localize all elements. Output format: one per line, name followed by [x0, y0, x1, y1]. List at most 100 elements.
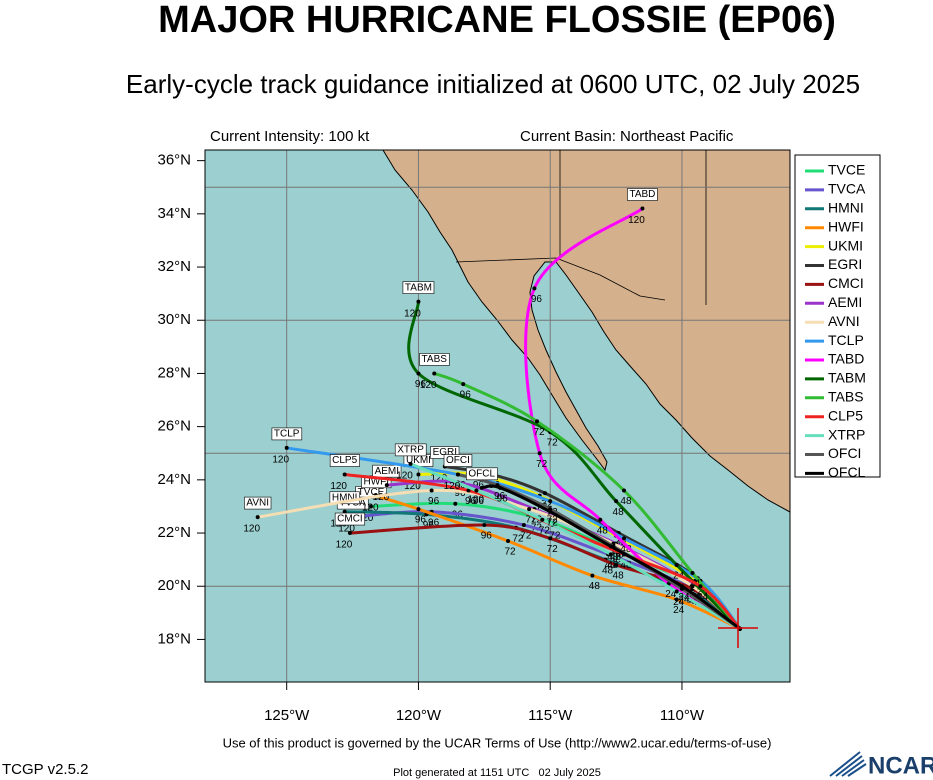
legend-label: OFCL	[828, 464, 866, 480]
y-tick-label: 20°N	[157, 577, 191, 594]
hour-label: 96	[465, 496, 477, 507]
legend-label: TVCA	[828, 181, 866, 197]
track-label: TABD	[629, 189, 655, 200]
track-point	[416, 472, 421, 477]
hour-label: 48	[615, 539, 627, 550]
legend-label: TVCE	[828, 162, 865, 178]
legend-label: CLP5	[828, 407, 863, 423]
logo: NCAR	[868, 752, 933, 779]
track-label: AVNI	[246, 498, 269, 509]
y-tick-label: 26°N	[157, 418, 191, 435]
intensity: Current Intensity: 100 kt	[210, 128, 370, 145]
track-point	[537, 451, 542, 456]
track-point	[255, 515, 260, 520]
track-point	[640, 206, 645, 211]
hour-label: 48	[620, 496, 632, 507]
track-label: AEMI	[375, 466, 399, 477]
hour-label: 96	[454, 488, 466, 499]
hour-label: 24	[673, 605, 685, 616]
y-tick-label: 18°N	[157, 630, 191, 647]
track-point	[542, 491, 547, 496]
track-label-box	[271, 427, 303, 441]
track-label-box	[394, 443, 427, 457]
track-label: TCLP	[274, 429, 300, 440]
track-point	[416, 299, 421, 304]
hour-label: 96	[428, 517, 440, 528]
track-point	[540, 517, 545, 522]
track-label: CLP5	[332, 455, 357, 466]
hour-label: 72	[547, 517, 559, 528]
track-point	[482, 523, 487, 528]
track-point	[416, 371, 421, 376]
track-point	[608, 552, 613, 557]
track-label: CMCI	[337, 514, 363, 525]
x-tick-label: 125°W	[264, 707, 310, 724]
hour-label: 120	[467, 494, 484, 505]
track-point	[598, 517, 603, 522]
hour-label: 120	[362, 502, 379, 513]
legend-label: TABS	[828, 389, 864, 405]
storm-position	[718, 608, 758, 648]
track-point	[432, 371, 437, 376]
track-label: TABS	[422, 354, 448, 365]
track-label: HWFI	[364, 476, 390, 487]
hour-label: 120	[338, 524, 355, 535]
logo-mark	[829, 751, 867, 777]
track-label-box	[627, 188, 658, 201]
hour-label: 72	[547, 544, 559, 555]
title: MAJOR HURRICANE FLOSSIE (EP06)	[158, 0, 836, 41]
subtitle: Early-cycle track guidance initialized a…	[126, 69, 860, 99]
hour-label: 96	[428, 496, 440, 507]
hour-label: 96	[415, 515, 427, 526]
track-point	[384, 483, 389, 488]
track-point	[342, 472, 347, 477]
hour-label: 96	[494, 491, 506, 502]
hour-label: 120	[330, 481, 347, 492]
legend-label: XTRP	[828, 426, 865, 442]
track-label-box	[466, 467, 498, 481]
hour-label: 72	[536, 459, 548, 470]
hour-label: 120	[357, 513, 374, 524]
hour-label: 72	[512, 533, 524, 544]
hour-label: 48	[610, 549, 622, 560]
track-label: HMNI	[332, 492, 358, 503]
hour-label: 72	[504, 547, 516, 558]
track-point	[674, 597, 679, 602]
track-point	[590, 573, 595, 578]
x-tick-label: 115°W	[528, 707, 573, 724]
legend-label: HMNI	[828, 200, 864, 216]
track-label-box	[334, 512, 366, 526]
hour-label: 48	[610, 552, 622, 563]
borders	[455, 150, 707, 305]
map	[205, 150, 790, 682]
track-label: TVCE	[358, 487, 385, 498]
track-point	[548, 509, 553, 514]
hour-label: 96	[454, 480, 466, 491]
y-tick-label: 22°N	[157, 524, 191, 541]
hour-label: 96	[481, 531, 493, 542]
track-point	[698, 584, 703, 589]
hour-label: 48	[607, 552, 619, 563]
hour-label: 96	[473, 496, 485, 507]
hour-label: 120	[430, 473, 447, 484]
track-label: TABM	[405, 282, 432, 293]
hour-label: 24	[665, 589, 677, 600]
hour-label: 24	[697, 592, 709, 603]
track-point	[506, 539, 511, 544]
hour-label: 72	[541, 499, 553, 510]
track-point	[674, 562, 679, 567]
plot-frame	[204, 149, 791, 683]
hour-label: 72	[526, 515, 538, 526]
track-point	[466, 488, 471, 493]
track-label-box	[244, 496, 272, 510]
track-point	[521, 523, 526, 528]
legend-label: TABD	[828, 351, 864, 367]
terms: Use of this product is governed by the U…	[223, 735, 772, 750]
y-tick-label: 34°N	[157, 205, 191, 222]
hour-label: 96	[473, 480, 485, 491]
track-point	[369, 504, 374, 509]
y-tick-label: 36°N	[157, 152, 191, 169]
hour-label: 120	[404, 481, 421, 492]
legend-label: UKMI	[828, 237, 863, 253]
track-point	[408, 461, 413, 466]
